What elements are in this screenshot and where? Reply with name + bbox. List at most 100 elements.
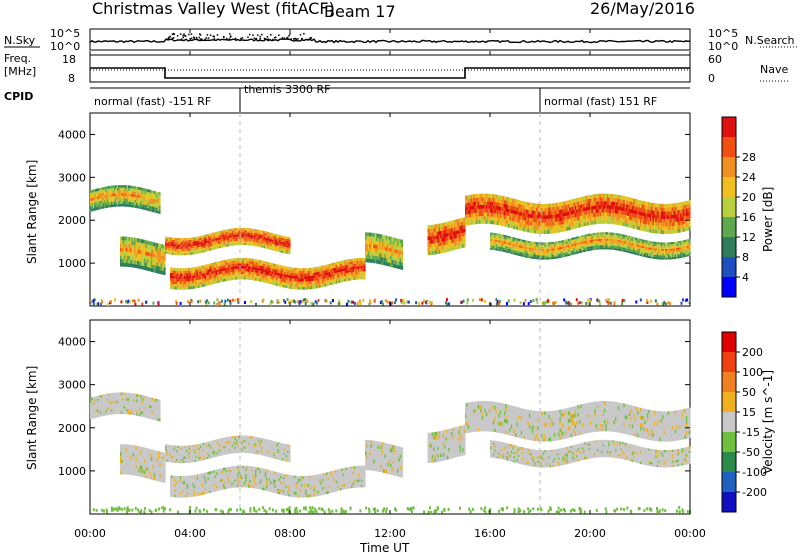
echo-cell: [226, 231, 229, 234]
echo-cell: [567, 226, 570, 231]
echo-cell: [527, 221, 530, 225]
echo-cell: [494, 205, 497, 210]
echo-cell: [520, 200, 523, 205]
echo-cell: [139, 246, 142, 251]
echo-cell: [381, 238, 384, 243]
echo-cell: [558, 210, 561, 214]
echo-cell: [587, 206, 590, 211]
echo-cell: [238, 260, 241, 264]
nsky-dot: [295, 37, 297, 40]
echo-cell: [524, 205, 527, 210]
echo-cell: [517, 238, 520, 241]
echo-cell: [152, 242, 155, 246]
echo-cell: [540, 244, 542, 247]
echo-cell: [369, 258, 372, 263]
echo-cell: [91, 192, 94, 196]
echo-cell: [134, 249, 137, 253]
echo-cell: [182, 268, 185, 271]
echo-cell: [381, 242, 384, 246]
echo-cell: [449, 224, 452, 229]
echo-cell: [670, 207, 673, 212]
echo-cell: [631, 202, 634, 206]
echo-cell: [217, 242, 220, 245]
echo-cell: [255, 237, 258, 240]
echo-cell: [567, 219, 570, 223]
freq-label-line2: [MHz]: [4, 65, 36, 78]
echo-cell: [180, 249, 183, 252]
echo-cell: [219, 233, 222, 236]
echo-cell: [320, 276, 323, 280]
echo-cell: [229, 274, 232, 278]
echo-cell: [181, 244, 184, 247]
echo-cell: [206, 234, 209, 237]
echo-cell: [173, 242, 176, 245]
echo-cell: [167, 252, 170, 255]
echo-cell: [313, 280, 316, 284]
echo-cell: [183, 246, 186, 249]
echo-cell: [521, 223, 524, 228]
echo-cell: [181, 281, 184, 285]
echo-cell: [430, 243, 433, 248]
echo-cell: [243, 260, 246, 264]
echo-cell: [342, 268, 345, 272]
echo-cell: [95, 202, 98, 205]
echo-cell: [335, 267, 338, 271]
echo-cell: [470, 198, 473, 203]
echo-cell: [271, 276, 274, 280]
echo-cell: [139, 190, 141, 193]
echo-cell: [252, 272, 255, 275]
echo-cell: [116, 198, 119, 202]
echo-cell: [271, 271, 274, 274]
echo-cell: [584, 199, 587, 204]
echo-cell: [263, 241, 266, 244]
echo-cell: [635, 225, 638, 230]
echo-cell: [503, 196, 506, 201]
echo-cell: [238, 263, 241, 267]
echo-cell: [213, 247, 216, 250]
echo-cell: [243, 276, 246, 280]
echo-cell: [615, 217, 617, 221]
echo-cell: [437, 238, 440, 243]
echo-cell: [515, 246, 517, 249]
echo-cell: [226, 235, 229, 238]
echo-cell: [273, 248, 276, 251]
echo-cell: [95, 196, 98, 200]
echo-cell: [610, 205, 613, 210]
nsky-dot: [190, 33, 193, 35]
echo-cell: [134, 256, 137, 261]
echo-cell: [273, 246, 276, 249]
echo-cell: [473, 198, 476, 202]
echo-cell: [207, 277, 210, 281]
echo-cell: [509, 245, 512, 248]
echo-cell: [538, 246, 541, 249]
echo-cell: [210, 263, 213, 266]
echo-cell: [292, 270, 295, 274]
echo-cell: [577, 251, 580, 254]
echo-cell: [471, 213, 474, 217]
echo-cell: [305, 278, 308, 282]
echo-cell: [90, 198, 92, 201]
echo-cell: [113, 188, 116, 191]
echo-cell: [677, 221, 680, 226]
echo-cell: [136, 197, 139, 201]
echo-cell: [606, 197, 609, 202]
echo-cell: [90, 192, 92, 196]
nsky-dot: [247, 36, 249, 38]
echo-cell: [652, 225, 655, 230]
echo-cell: [602, 247, 605, 250]
echo-cell: [248, 277, 250, 280]
echo-cell: [152, 257, 155, 261]
echo-cell: [578, 219, 581, 224]
echo-cell: [678, 213, 681, 218]
echo-cell: [220, 263, 223, 267]
echo-cell: [97, 204, 99, 208]
echo-cell: [552, 256, 555, 259]
echo-cell: [217, 274, 220, 278]
echo-cell: [498, 244, 501, 247]
echo-cell: [221, 245, 224, 248]
echo-cell: [437, 223, 440, 228]
echo-cell: [224, 275, 227, 279]
echo-cell: [551, 226, 554, 230]
echo-cell: [281, 268, 284, 272]
echo-cell: [143, 243, 146, 248]
